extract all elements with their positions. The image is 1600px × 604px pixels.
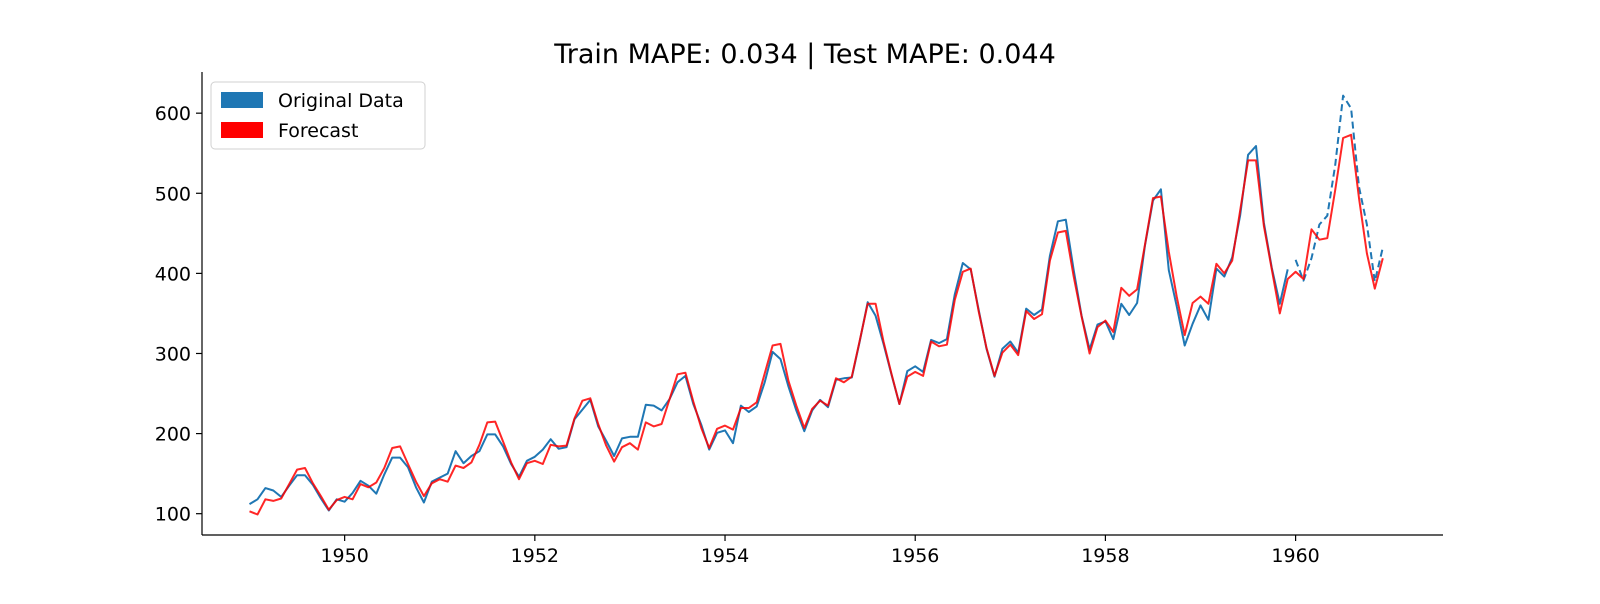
- x-tick-label: 1950: [320, 545, 368, 567]
- legend-swatch-original-data: [221, 92, 263, 108]
- series-line-original-data: [248, 145, 1289, 512]
- x-tick-label: 1960: [1271, 545, 1319, 567]
- legend: Original Data Forecast: [210, 81, 426, 150]
- legend-box: [210, 81, 426, 150]
- legend-label-original-data: Original Data: [278, 90, 404, 112]
- y-tick-label: 500: [155, 183, 191, 205]
- y-tick-label: 100: [155, 504, 191, 526]
- x-tick-label: 1958: [1081, 545, 1129, 567]
- ticks: 1950 1952 1954 1956 1958 1960 100 200 300 400 500 6…: [155, 103, 1320, 567]
- x-tick-label: 1954: [701, 545, 749, 567]
- x-tick-label: 1952: [511, 545, 559, 567]
- series-line-forecast: [249, 133, 1384, 516]
- y-tick-label: 200: [155, 424, 191, 446]
- legend-swatch-forecast: [221, 122, 263, 138]
- axes: [201, 72, 1443, 536]
- chart-title: Train MAPE: 0.034 | Test MAPE: 0.044: [553, 39, 1056, 70]
- series-layer: [248, 94, 1384, 516]
- series-line-original-data-test: [1294, 94, 1384, 283]
- y-tick-label: 600: [155, 103, 191, 125]
- y-tick-label: 400: [155, 263, 191, 285]
- y-tick-label: 300: [155, 343, 191, 365]
- legend-label-forecast: Forecast: [278, 120, 358, 142]
- x-tick-label: 1956: [891, 545, 939, 567]
